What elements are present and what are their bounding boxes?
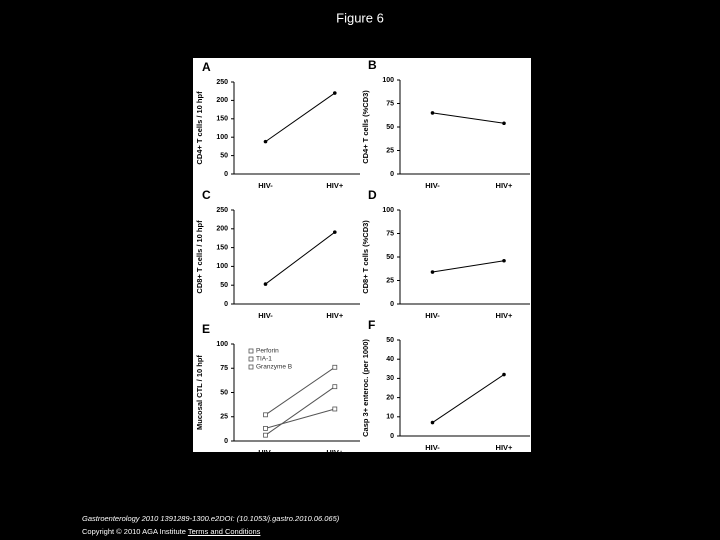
- y-tick-label: 25: [220, 414, 228, 421]
- x-tick-label: HIV+: [326, 181, 344, 190]
- citation: Gastroenterology 2010 1391289-1300.e2DOI…: [82, 514, 340, 523]
- y-tick-label: 200: [216, 226, 228, 233]
- y-tick-label: 0: [224, 438, 228, 445]
- y-tick-label: 20: [386, 394, 394, 401]
- legend-marker: [248, 364, 254, 370]
- terms-link[interactable]: Terms and Conditions: [187, 527, 261, 536]
- point: [333, 230, 337, 234]
- y-tick-label: 0: [224, 301, 228, 308]
- x-tick-label: HIV-: [425, 181, 440, 190]
- y-tick-label: 25: [386, 147, 394, 154]
- point: [263, 139, 268, 144]
- panel-letter: F: [368, 318, 375, 332]
- point: [263, 425, 268, 431]
- x-tick-label: HIV-: [258, 448, 273, 457]
- panel-letter: B: [368, 58, 377, 72]
- point: [332, 384, 338, 390]
- y-tick-label: 40: [386, 356, 394, 363]
- copyright-line: Copyright © 2010 AGA Institute Terms and…: [82, 527, 260, 536]
- y-tick-label: 50: [386, 254, 394, 261]
- y-axis-label: Mucosal CTL / 10 hpf: [195, 355, 204, 430]
- y-tick-label: 100: [382, 207, 394, 214]
- panel-letter: A: [202, 60, 211, 74]
- y-tick-label: 75: [386, 230, 394, 237]
- x-tick-label: HIV+: [326, 311, 344, 320]
- legend-label: TIA-1: [256, 356, 272, 363]
- y-tick-label: 50: [220, 152, 228, 159]
- series-line: [432, 374, 505, 423]
- panel-letter: C: [202, 188, 211, 202]
- point: [430, 420, 435, 425]
- x-tick-label: HIV+: [496, 443, 514, 452]
- x-tick-label: HIV+: [496, 181, 514, 190]
- y-tick-label: 50: [220, 389, 228, 396]
- y-tick-label: 0: [390, 301, 394, 308]
- series-line: [265, 92, 336, 143]
- point: [502, 372, 506, 377]
- y-axis-label: CD8+ T cells / 10 hpf: [195, 220, 204, 294]
- point: [430, 270, 435, 274]
- x-tick-label: HIV-: [258, 181, 273, 190]
- y-tick-label: 150: [216, 116, 228, 123]
- point: [332, 364, 338, 370]
- y-tick-label: 100: [216, 134, 228, 141]
- legend-marker: [248, 348, 254, 354]
- slide-title: Figure 6: [336, 10, 384, 25]
- y-tick-label: 250: [216, 207, 228, 214]
- series-line: [432, 260, 505, 273]
- y-tick-label: 75: [386, 100, 394, 107]
- series-line: [265, 386, 336, 436]
- y-tick-label: 0: [224, 171, 228, 178]
- y-tick-label: 0: [390, 433, 394, 440]
- point: [430, 111, 435, 115]
- x-tick-label: HIV-: [425, 443, 440, 452]
- y-tick-label: 10: [386, 414, 394, 421]
- series-line: [265, 231, 336, 285]
- y-tick-label: 250: [216, 79, 228, 86]
- y-tick-label: 100: [382, 77, 394, 84]
- y-tick-label: 30: [386, 375, 394, 382]
- y-tick-label: 100: [216, 263, 228, 270]
- x-tick-label: HIV+: [326, 448, 344, 457]
- y-tick-label: 0: [390, 171, 394, 178]
- legend-marker: [248, 356, 254, 362]
- y-tick-label: 100: [216, 341, 228, 348]
- panel-letter: E: [202, 322, 210, 336]
- series-line: [265, 366, 336, 416]
- legend-label: Granzyme B: [256, 364, 292, 371]
- y-axis-label: CD4+ T cells (%CD3): [361, 90, 370, 164]
- point: [263, 412, 268, 418]
- point: [333, 91, 337, 95]
- series-line: [432, 112, 505, 124]
- y-tick-label: 150: [216, 244, 228, 251]
- copyright: Copyright © 2010 AGA Institute: [82, 527, 186, 536]
- point: [502, 121, 506, 126]
- point: [263, 432, 268, 438]
- y-axis-label: CD8+ T cells (%CD3): [361, 220, 370, 294]
- y-tick-label: 25: [386, 277, 394, 284]
- legend-label: Perforin: [256, 348, 279, 355]
- x-tick-label: HIV-: [425, 311, 440, 320]
- y-tick-label: 50: [220, 282, 228, 289]
- y-tick-label: 50: [386, 337, 394, 344]
- y-axis-label: CD4+ T cells / 10 hpf: [195, 91, 204, 165]
- y-tick-label: 75: [220, 365, 228, 372]
- y-tick-label: 50: [386, 124, 394, 131]
- point: [263, 282, 268, 286]
- series-line: [265, 408, 335, 429]
- x-tick-label: HIV+: [496, 311, 514, 320]
- point: [502, 258, 506, 263]
- y-tick-label: 200: [216, 97, 228, 104]
- panel-letter: D: [368, 188, 377, 202]
- figure-panel: [193, 58, 531, 452]
- point: [332, 406, 338, 412]
- x-tick-label: HIV-: [258, 311, 273, 320]
- y-axis-label: Casp 3+ enteroc. (per 1000): [361, 339, 370, 437]
